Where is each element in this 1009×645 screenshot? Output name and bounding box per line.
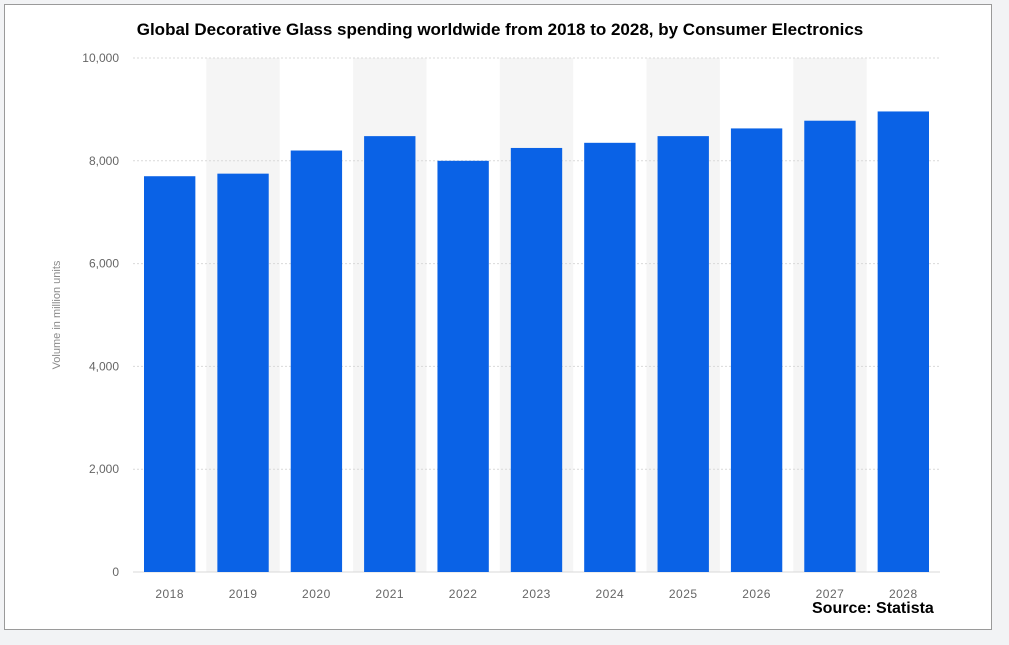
y-tick-label: 0 xyxy=(112,565,119,579)
bar-2021 xyxy=(364,136,416,573)
bar-2024 xyxy=(584,142,636,572)
x-tick-label: 2028 xyxy=(889,587,918,601)
x-tick-label: 2020 xyxy=(302,587,331,601)
x-tick-label: 2027 xyxy=(816,587,845,601)
x-tick-label: 2024 xyxy=(596,587,625,601)
y-tick-label: 4,000 xyxy=(89,359,119,373)
x-tick-label: 2021 xyxy=(375,587,404,601)
bar-2018 xyxy=(144,176,196,572)
y-tick-label: 8,000 xyxy=(89,154,119,168)
bar-2023 xyxy=(510,147,563,572)
x-tick-label: 2019 xyxy=(229,587,258,601)
source-note: Source: Statista xyxy=(812,600,934,617)
bar-2026 xyxy=(730,128,783,572)
y-tick-label: 10,000 xyxy=(82,51,119,65)
x-tick-label: 2023 xyxy=(522,587,551,601)
bar-2022 xyxy=(437,160,489,573)
chart-title: Global Decorative Glass spending worldwi… xyxy=(136,20,864,39)
bar-2020 xyxy=(290,150,343,572)
x-tick-label: 2022 xyxy=(449,587,478,601)
bar-2027 xyxy=(804,120,856,572)
bar-2019 xyxy=(217,173,269,572)
bar-2025 xyxy=(657,136,709,573)
x-tick-label: 2018 xyxy=(155,587,184,601)
y-tick-label: 2,000 xyxy=(89,462,119,476)
bar-2028 xyxy=(877,111,929,573)
x-tick-label: 2026 xyxy=(742,587,771,601)
x-tick-label: 2025 xyxy=(669,587,698,601)
y-tick-label: 6,000 xyxy=(89,257,119,271)
